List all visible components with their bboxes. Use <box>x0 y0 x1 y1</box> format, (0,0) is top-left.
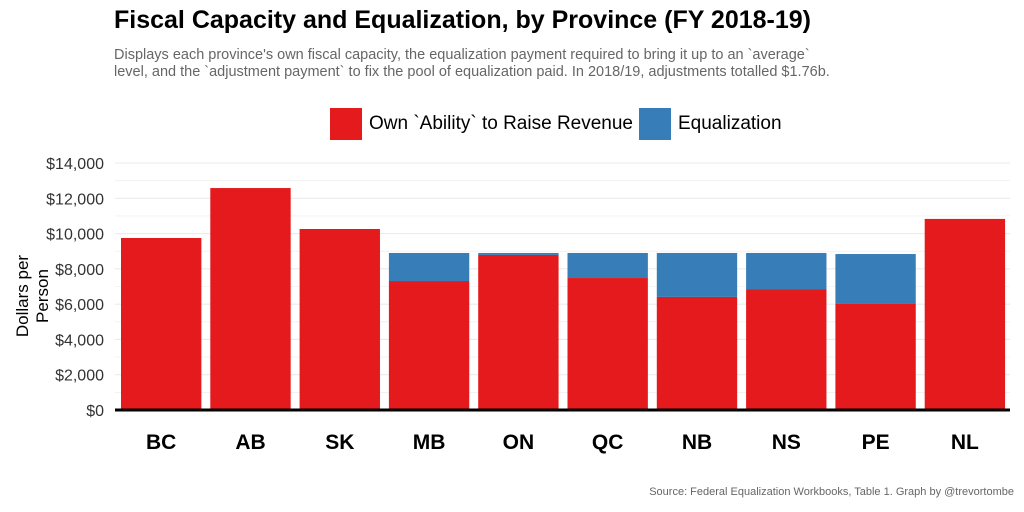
bar-ns <box>746 252 827 290</box>
legend-swatch <box>330 108 362 140</box>
y-tick-label: $8,000 <box>55 262 104 279</box>
bar-ns <box>746 289 827 410</box>
x-tick-label: BC <box>146 431 176 454</box>
bar-nb <box>656 252 738 297</box>
subtitle-line-1: Displays each province's own fiscal capa… <box>114 47 810 63</box>
bar-mb <box>388 252 470 282</box>
x-tick-label: ON <box>503 431 535 454</box>
x-tick-label: NS <box>772 431 801 454</box>
bar-on <box>478 252 559 255</box>
bar-ab <box>210 188 291 410</box>
y-tick-label: $2,000 <box>55 368 104 385</box>
source-note: Source: Federal Equalization Workbooks, … <box>649 486 1014 498</box>
bar-pe <box>835 254 916 304</box>
legend-item-own-revenue: Own `Ability` to Raise Revenue <box>330 108 633 140</box>
y-tick-label: $4,000 <box>55 332 104 349</box>
bar-qc <box>567 278 648 410</box>
legend-label: Equalization <box>678 113 782 134</box>
chart-subtitle: Displays each province's own fiscal capa… <box>114 47 1014 81</box>
x-tick-label: SK <box>325 431 354 454</box>
bar-nl <box>924 218 1006 410</box>
legend: Own `Ability` to Raise Revenue Equalizat… <box>330 108 788 140</box>
x-tick-label: MB <box>413 431 446 454</box>
bar-sk <box>299 228 380 410</box>
chart-title: Fiscal Capacity and Equalization, by Pro… <box>114 6 811 34</box>
y-tick-label: $14,000 <box>46 156 104 173</box>
x-tick-label: NL <box>951 431 979 454</box>
bar-qc <box>567 252 648 279</box>
y-tick-label: $12,000 <box>46 191 104 208</box>
x-tick-label: QC <box>592 431 624 454</box>
bar-mb <box>388 281 470 410</box>
x-tick-label: NB <box>682 431 712 454</box>
subtitle-line-2: level, and the `adjustment payment` to f… <box>114 64 830 80</box>
legend-label: Own `Ability` to Raise Revenue <box>369 113 633 134</box>
bar-on <box>478 254 559 410</box>
bar-pe <box>835 303 916 410</box>
bar-bc <box>121 237 202 410</box>
x-tick-label: AB <box>235 431 265 454</box>
legend-item-equalization: Equalization <box>639 108 782 140</box>
y-tick-label: $6,000 <box>55 297 104 314</box>
y-tick-label: $0 <box>86 403 104 420</box>
x-tick-label: PE <box>862 431 890 454</box>
y-tick-label: $10,000 <box>46 227 104 244</box>
legend-swatch <box>639 108 671 140</box>
bar-nb <box>656 296 738 410</box>
